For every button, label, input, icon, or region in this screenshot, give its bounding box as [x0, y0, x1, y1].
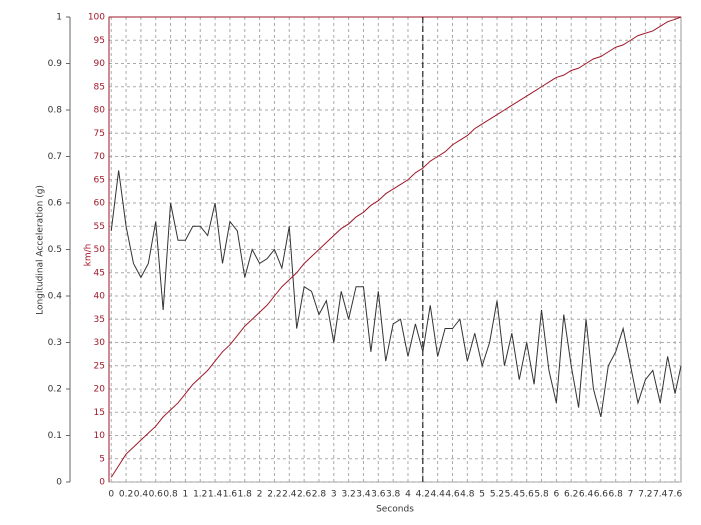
- y-tick-label: 0.9: [48, 59, 63, 69]
- x-tick-label: 2.6: [297, 490, 312, 500]
- x-tick-label: 1.8: [238, 490, 253, 500]
- x-tick-label: 5.6: [520, 490, 535, 500]
- y2-tick-label: 5: [99, 454, 105, 464]
- x-tick-label: 1.4: [208, 490, 223, 500]
- x-tick-label: 5.2: [490, 490, 504, 500]
- y2-tick-label: 40: [94, 292, 106, 302]
- x-tick-label: 3.8: [386, 490, 401, 500]
- y2-tick-label: 35: [94, 315, 105, 325]
- x-tick-label: 6.2: [564, 490, 578, 500]
- x-tick-label: 6: [553, 490, 559, 500]
- y2-tick-label: 0: [99, 478, 105, 488]
- series-line: [110, 16, 682, 478]
- y2-tick-label: 95: [94, 36, 105, 46]
- series-line: [110, 170, 682, 418]
- y2-tick-label: 90: [94, 59, 106, 69]
- y2-tick-label: 30: [94, 338, 106, 348]
- x-tick-label: 0.4: [134, 490, 149, 500]
- x-tick-label: 3.2: [341, 490, 355, 500]
- x-tick-label: 4.8: [460, 490, 475, 500]
- y2-tick-label: 55: [94, 222, 105, 232]
- y2-tick-label: 75: [94, 129, 105, 139]
- y2-tick-label: 25: [94, 361, 105, 371]
- y-tick-label: 0.8: [48, 106, 63, 116]
- y2-tick-label: 100: [88, 13, 105, 23]
- x-tick-label: 4.2: [416, 490, 430, 500]
- x-tick-label: 1.2: [193, 490, 207, 500]
- y-axis-title: Longitudinal Acceleration (g): [36, 185, 46, 315]
- y2-tick-label: 10: [94, 431, 106, 441]
- x-tick-label: 0.8: [163, 490, 178, 500]
- y2-tick-label: 45: [94, 268, 105, 278]
- x-tick-label: 2: [257, 490, 263, 500]
- y2-tick-label: 50: [94, 245, 106, 255]
- x-tick-label: 2.2: [267, 490, 281, 500]
- x-tick-label: 6.4: [579, 490, 594, 500]
- x-tick-label: 5.8: [534, 490, 549, 500]
- y-tick-label: 0.5: [48, 245, 62, 255]
- x-tick-label: 6.8: [609, 490, 624, 500]
- x-tick-label: 7: [628, 490, 634, 500]
- y-tick-label: 0.3: [48, 338, 62, 348]
- x-tick-label: 7.4: [653, 490, 668, 500]
- x-tick-label: 1: [183, 490, 189, 500]
- x-tick-label: 5.4: [505, 490, 520, 500]
- x-tick-label: 2.8: [312, 490, 327, 500]
- y2-tick-label: 15: [94, 408, 105, 418]
- x-tick-label: 7.2: [638, 490, 652, 500]
- x-tick-label: 1.6: [223, 490, 238, 500]
- x-tick-label: 4.6: [445, 490, 460, 500]
- y-tick-label: 0.2: [48, 385, 62, 395]
- x-tick-label: 5: [479, 490, 485, 500]
- y-tick-label: 0.4: [48, 292, 63, 302]
- y-tick-label: 1: [56, 13, 62, 23]
- x-tick-label: 7.6: [668, 490, 683, 500]
- y-tick-label: 0: [56, 478, 62, 488]
- x-tick-label: 3.4: [356, 490, 371, 500]
- y2-axis-title: km/h: [84, 244, 94, 267]
- y2-tick-label: 65: [94, 175, 105, 185]
- y-tick-label: 0.1: [48, 431, 62, 441]
- x-tick-label: 6.6: [594, 490, 609, 500]
- x-tick-label: 0: [108, 490, 114, 500]
- x-tick-label: 4.4: [430, 490, 445, 500]
- y2-tick-label: 85: [94, 82, 105, 92]
- y2-tick-label: 60: [94, 199, 106, 209]
- y2-tick-label: 20: [94, 385, 106, 395]
- y2-tick-label: 80: [94, 106, 106, 116]
- y-tick-label: 0.6: [48, 199, 63, 209]
- x-tick-label: 0.2: [119, 490, 133, 500]
- y-tick-label: 0.7: [48, 152, 62, 162]
- x-tick-label: 2.4: [282, 490, 297, 500]
- x-tick-label: 3: [331, 490, 337, 500]
- x-tick-label: 3.6: [371, 490, 386, 500]
- x-tick-label: 4: [405, 490, 411, 500]
- x-tick-label: 0.6: [149, 490, 164, 500]
- y2-tick-label: 70: [94, 152, 106, 162]
- x-axis-title: Seconds: [376, 505, 414, 515]
